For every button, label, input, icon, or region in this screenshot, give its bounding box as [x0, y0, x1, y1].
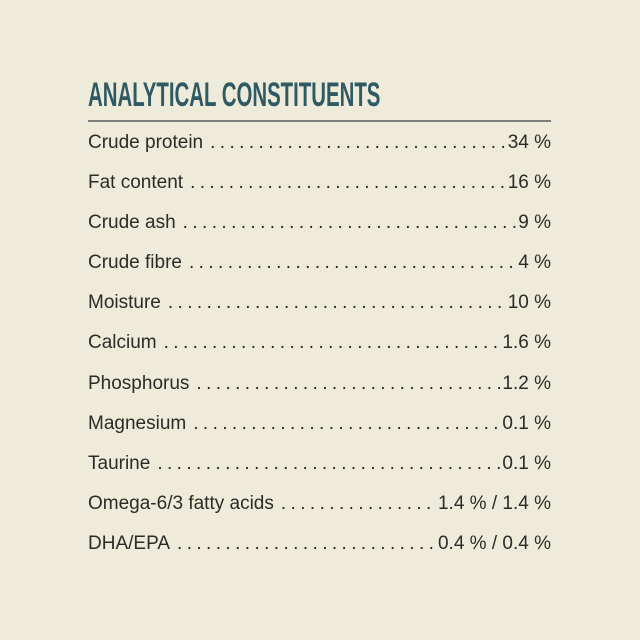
constituent-value: 10 % — [507, 292, 551, 314]
constituent-label: Crude fibre — [88, 252, 182, 274]
constituent-label: Fat content — [88, 172, 184, 194]
constituent-value: 1.2 % — [502, 372, 551, 394]
constituent-value: 1.6 % — [502, 332, 551, 354]
constituent-value: 16 % — [507, 172, 551, 194]
table-row: Fat content ............................… — [88, 163, 551, 203]
constituent-value: 4 % — [518, 252, 551, 274]
constituent-value: 1.4 % / 1.4 % — [437, 492, 551, 514]
constituents-table: Crude protein ..........................… — [88, 123, 551, 564]
constituent-label: Taurine — [88, 452, 151, 474]
constituent-label: Calcium — [88, 332, 157, 354]
dot-leader: ........................................… — [193, 412, 501, 434]
constituent-label: Crude ash — [88, 212, 176, 234]
constituent-value: 0.1 % — [502, 452, 551, 474]
constituent-label: DHA/EPA — [88, 532, 171, 554]
table-row: Omega-6/3 fatty acids ..................… — [88, 484, 551, 524]
constituent-label: Moisture — [88, 292, 161, 314]
table-row: Magnesium ..............................… — [88, 404, 551, 444]
dot-leader: ........................................… — [190, 172, 507, 194]
constituent-label: Magnesium — [88, 412, 187, 434]
dot-leader: ........................................… — [157, 452, 501, 474]
table-row: DHA/EPA ................................… — [88, 524, 551, 564]
table-row: Crude fibre ............................… — [88, 243, 551, 283]
dot-leader: ........................................… — [167, 292, 507, 314]
table-row: Calcium ................................… — [88, 323, 551, 363]
table-row: Crude protein ..........................… — [88, 123, 551, 163]
table-row: Taurine ................................… — [88, 444, 551, 484]
dot-leader: ........................................… — [280, 492, 437, 514]
table-row: Phosphorus .............................… — [88, 364, 551, 404]
dot-leader: ........................................… — [210, 132, 507, 153]
dot-leader: ........................................… — [182, 212, 518, 234]
dot-leader: ........................................… — [196, 372, 501, 394]
analytical-constituents-panel: ANALYTICAL CONSTITUENTS Crude protein ..… — [88, 0, 551, 640]
section-title: ANALYTICAL CONSTITUENTS — [88, 76, 381, 114]
constituent-label: Omega-6/3 fatty acids — [88, 492, 274, 514]
constituent-label: Phosphorus — [88, 372, 190, 394]
constituent-value: 0.4 % / 0.4 % — [437, 532, 551, 554]
constituent-value: 34 % — [507, 132, 551, 153]
dot-leader: ........................................… — [189, 252, 518, 274]
dot-leader: ........................................… — [163, 332, 502, 354]
constituent-value: 0.1 % — [502, 412, 551, 434]
table-row: Moisture ...............................… — [88, 283, 551, 323]
table-row: Crude ash ..............................… — [88, 203, 551, 243]
constituent-label: Crude protein — [88, 132, 204, 153]
dot-leader: ........................................… — [177, 532, 437, 554]
title-divider-rule — [88, 120, 551, 122]
constituent-value: 9 % — [518, 212, 551, 234]
